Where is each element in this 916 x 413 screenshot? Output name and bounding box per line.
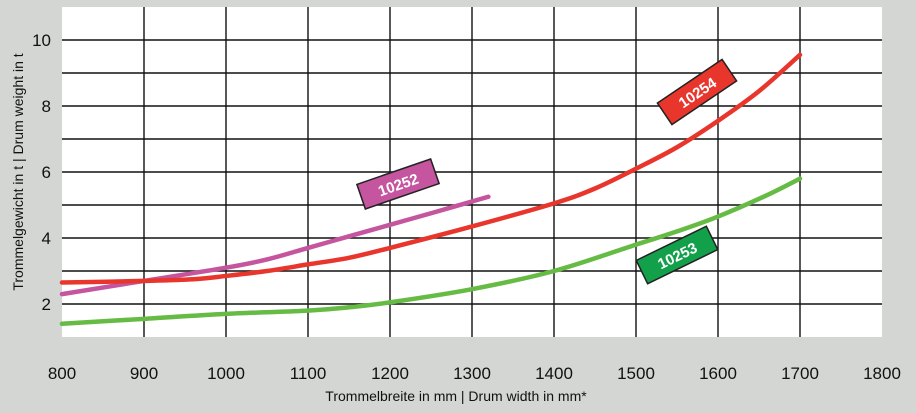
series-line-10253: [59, 176, 803, 327]
x-tick-label: 1100: [290, 364, 327, 383]
y-tick-label: 4: [42, 229, 51, 248]
series-tag-10252: 10252: [355, 158, 441, 210]
y-tick-label: 6: [42, 163, 51, 182]
tick-labels: 800 900 1000 1100 1200 1300 1400 1500 1600 1700 18…: [32, 31, 901, 383]
y-tick-label: 10: [32, 31, 51, 50]
x-tick-label: 1300: [453, 364, 491, 383]
x-tick-label: 800: [48, 364, 76, 383]
x-tick-label: 1800: [863, 364, 901, 383]
series-tag-10253: 10253: [635, 225, 719, 285]
x-tick-label: 1700: [781, 364, 819, 383]
x-tick-label: 1400: [535, 364, 573, 383]
series-tag-box: [656, 58, 738, 126]
x-tick-label: 1000: [207, 364, 245, 383]
x-axis-title: Trommelbreite in mm | Drum width in mm*: [325, 388, 587, 404]
y-axis-title: Trommelgewicht in t | Drum weight in t: [10, 53, 26, 290]
x-tick-label: 1500: [617, 364, 655, 383]
x-tick-label: 1200: [371, 364, 409, 383]
y-tick-label: 8: [42, 97, 51, 116]
series-lines: [59, 52, 803, 327]
series-tag-box: [355, 158, 441, 210]
x-tick-label: 1600: [699, 364, 737, 383]
x-tick-label: 900: [130, 364, 158, 383]
series-tag-box: [635, 225, 719, 285]
y-tick-label: 2: [42, 295, 51, 314]
series-line-10254: [59, 52, 803, 285]
